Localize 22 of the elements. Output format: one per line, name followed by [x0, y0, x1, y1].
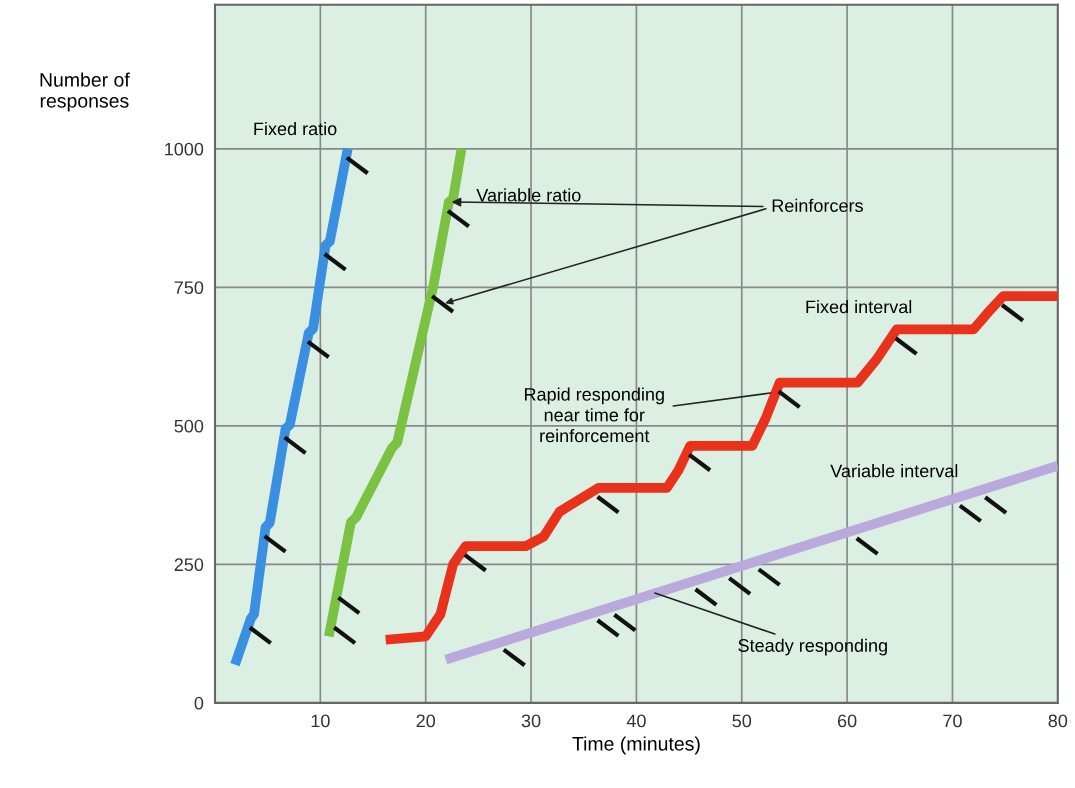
y-tick-label: 0 [194, 696, 204, 710]
series-label: Fixed ratio [254, 121, 337, 136]
series-label: Variable ratio [476, 188, 581, 202]
x-tick-label: 30 [521, 714, 541, 728]
x-tick-label: 40 [626, 714, 646, 728]
annotation: Reinforcers [772, 198, 863, 213]
y-tick-label: 250 [174, 558, 204, 572]
x-tick-label: 50 [732, 714, 752, 728]
x-tick-label: 80 [1048, 714, 1068, 728]
x-axis-title: Time (minutes) [572, 736, 700, 755]
y-tick-label: 750 [174, 281, 204, 295]
y-tick-label: 500 [174, 419, 204, 433]
y-tick-label: 1000 [165, 142, 204, 156]
series-label: Fixed interval [806, 300, 912, 314]
y-axis-title: Number of responses [40, 72, 130, 112]
annotation: Rapid responding near time for reinforcement [524, 387, 664, 443]
x-tick-label: 70 [943, 714, 962, 728]
x-tick-label: 20 [416, 714, 436, 728]
annotation: Steady responding [738, 638, 887, 656]
x-tick-label: 60 [837, 714, 857, 728]
series-label: Variable interval [830, 464, 958, 478]
x-tick-label: 10 [311, 714, 330, 728]
